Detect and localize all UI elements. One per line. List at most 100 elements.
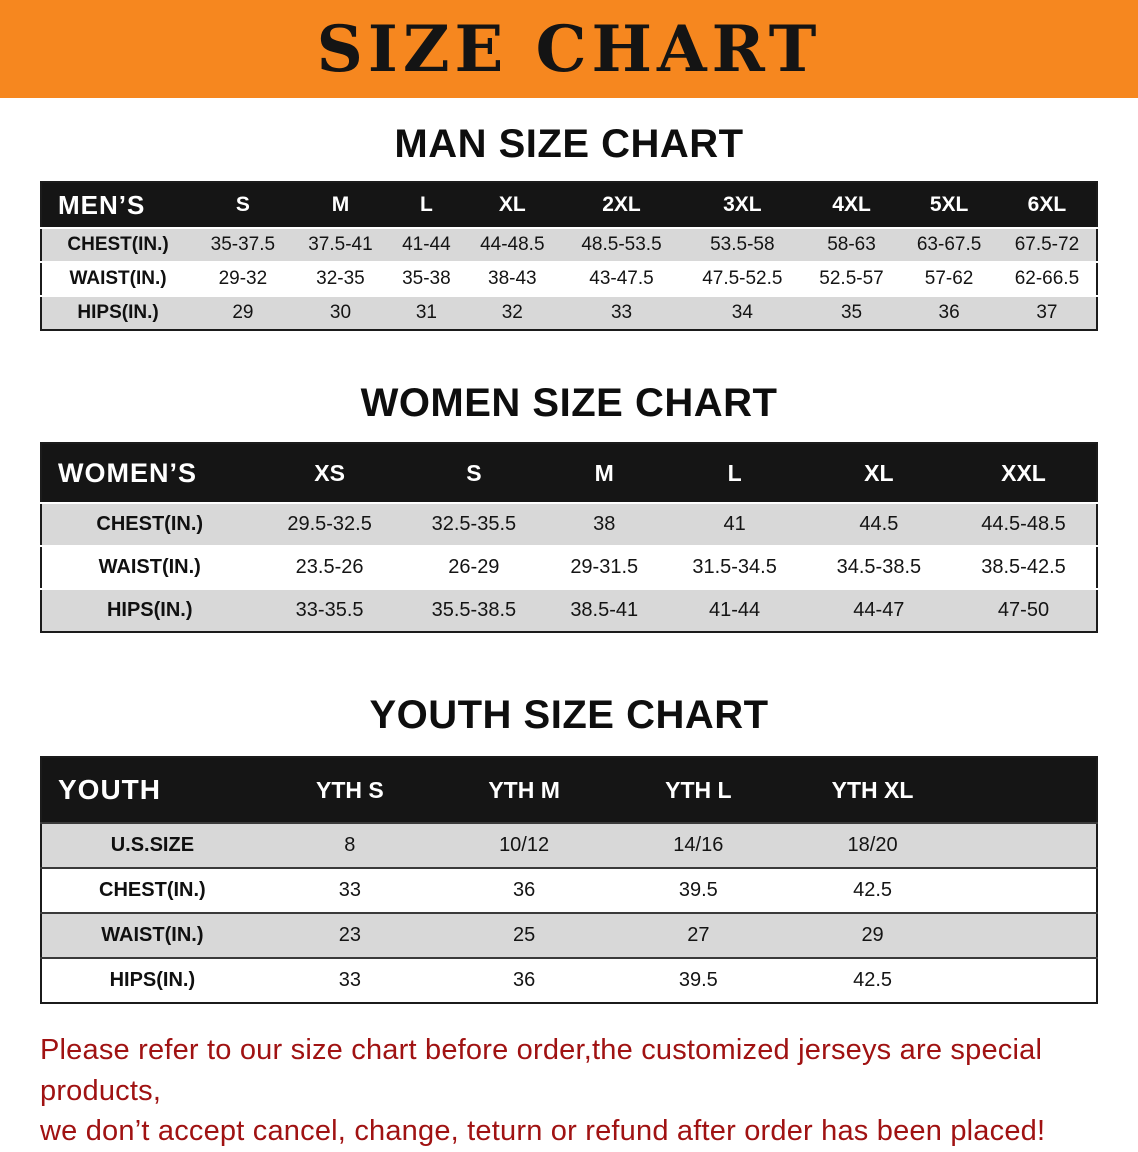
- size-value-cell: 18/20: [847, 834, 898, 856]
- column-header: XL: [806, 443, 951, 503]
- women-size-section: WOMEN SIZE CHART WOMEN’S XS S M L XL XXL CHEST(…: [0, 381, 1138, 633]
- size-value-cell: 10/12: [499, 834, 550, 856]
- table-row: HIPS(IN.) 29 30 31 32 33 34 35 36 37: [41, 296, 1097, 330]
- size-value-cell: 57-62: [924, 268, 974, 289]
- size-value-cell: 31.5-34.5: [692, 556, 777, 578]
- size-value-cell: 42.5: [853, 969, 893, 991]
- men-section-heading: MAN SIZE CHART: [394, 122, 744, 166]
- filler-cell: [960, 913, 1097, 958]
- size-value-cell: 39.5: [678, 879, 718, 901]
- size-value-cell: 43-47.5: [589, 268, 654, 289]
- table-row: HIPS(IN.) 33 36 39.5 42.5: [41, 958, 1097, 1003]
- size-value-cell: 52.5-57: [819, 268, 884, 289]
- women-size-table: WOMEN’S XS S M L XL XXL CHEST(IN.) 29.5-32.5 32.5…: [40, 442, 1098, 633]
- size-value-cell: 29-32: [218, 268, 268, 289]
- size-value-cell: 44.5-48.5: [981, 513, 1066, 535]
- table-header-row: MEN’S S M L XL 2XL 3XL 4XL 5XL 6XL: [41, 182, 1097, 228]
- size-value-cell: 29-31.5: [570, 556, 639, 578]
- table-header-row: YOUTH YTH S YTH M YTH L YTH XL: [41, 757, 1097, 823]
- size-value-cell: 33-35.5: [295, 599, 364, 621]
- column-header: M: [546, 443, 663, 503]
- table-corner-label: YOUTH: [41, 757, 263, 823]
- size-value-cell: 44-48.5: [480, 234, 545, 255]
- row-label: HIPS(IN.): [109, 969, 196, 991]
- column-header: L: [662, 443, 807, 503]
- filler-cell: [960, 823, 1097, 868]
- table-corner-label: MEN’S: [41, 182, 195, 228]
- size-value-cell: 33: [610, 302, 633, 323]
- notice-line-2: we don’t accept cancel, change, teturn o…: [40, 1115, 1046, 1148]
- size-value-cell: 25: [512, 924, 536, 946]
- size-value-cell: 44.5: [859, 513, 899, 535]
- size-value-cell: 36: [938, 302, 960, 323]
- row-label: WAIST(IN.): [101, 924, 204, 946]
- table-row: WAIST(IN.) 23 25 27 29: [41, 913, 1097, 958]
- size-value-cell: 67.5-72: [1014, 234, 1080, 255]
- table-corner-label: WOMEN’S: [41, 443, 258, 503]
- size-value-cell: 32-35: [316, 268, 365, 289]
- size-value-cell: 42.5: [853, 879, 893, 901]
- filler-cell: [960, 958, 1097, 1003]
- row-label: CHEST(IN.): [96, 513, 204, 535]
- row-label: WAIST(IN.): [69, 268, 167, 289]
- size-value-cell: 35.5-38.5: [431, 599, 517, 621]
- row-label: WAIST(IN.): [98, 556, 201, 578]
- table-row: CHEST(IN.) 29.5-32.5 32.5-35.5 38 41 44.5 44.5…: [41, 503, 1097, 546]
- size-value-cell: 29.5-32.5: [287, 513, 372, 535]
- column-header: YTH M: [436, 757, 612, 823]
- column-header: L: [389, 182, 464, 228]
- size-value-cell: 62-66.5: [1014, 268, 1080, 289]
- column-header: YTH L: [611, 757, 786, 823]
- size-value-cell: 32.5-35.5: [431, 513, 517, 535]
- size-value-cell: 44-47: [853, 599, 905, 621]
- filler-cell: [959, 757, 1097, 823]
- column-header: XL: [463, 182, 562, 228]
- youth-size-table: YOUTH YTH S YTH M YTH L YTH XL U.S.SIZE 8 10/12…: [40, 756, 1098, 1004]
- size-value-cell: 35-37.5: [210, 234, 276, 255]
- order-notice: Please refer to our size chart before or…: [40, 1030, 1138, 1152]
- size-value-cell: 8: [344, 834, 356, 856]
- table-row: HIPS(IN.) 33-35.5 35.5-38.5 38.5-41 41-44 44-…: [41, 589, 1097, 632]
- notice-line-1: Please refer to our size chart before or…: [40, 1034, 1043, 1107]
- size-value-cell: 14/16: [673, 834, 724, 856]
- column-header: YTH S: [262, 757, 437, 823]
- size-value-cell: 36: [512, 969, 536, 991]
- size-value-cell: 23: [338, 924, 361, 946]
- size-value-cell: 38.5-42.5: [981, 556, 1066, 578]
- column-header: S: [401, 443, 546, 503]
- table-row: WAIST(IN.) 29-32 32-35 35-38 38-43 43-47.5 47.…: [41, 262, 1097, 296]
- women-section-heading: WOMEN SIZE CHART: [360, 381, 778, 425]
- size-value-cell: 30: [329, 302, 352, 323]
- size-value-cell: 41-44: [402, 234, 451, 255]
- size-value-cell: 34: [731, 302, 753, 323]
- row-label: HIPS(IN.): [106, 599, 193, 621]
- size-value-cell: 41: [723, 513, 746, 535]
- size-chart-banner: SIZE CHART: [0, 0, 1138, 98]
- size-value-cell: 39.5: [678, 969, 718, 991]
- size-value-cell: 26-29: [448, 556, 500, 578]
- row-label: CHEST(IN.): [99, 879, 206, 901]
- size-value-cell: 63-67.5: [916, 234, 982, 255]
- row-label: CHEST(IN.): [67, 234, 169, 255]
- column-header: M: [291, 182, 390, 228]
- size-value-cell: 58-63: [827, 234, 876, 255]
- column-header: 2XL: [561, 182, 682, 228]
- size-value-cell: 53.5-58: [710, 234, 775, 255]
- size-value-cell: 35: [840, 302, 863, 323]
- size-value-cell: 23.5-26: [295, 556, 364, 578]
- filler-cell: [960, 868, 1097, 913]
- size-value-cell: 36: [512, 879, 536, 901]
- size-value-cell: 35-38: [402, 268, 451, 289]
- row-label: HIPS(IN.): [77, 302, 159, 323]
- size-value-cell: 32: [501, 302, 523, 323]
- men-size-section: MAN SIZE CHART MEN’S S M L XL 2XL 3XL 4XL 5XL 6XL…: [0, 122, 1138, 331]
- size-value-cell: 38-43: [488, 268, 537, 289]
- size-value-cell: 37: [1036, 302, 1058, 323]
- size-value-cell: 33: [338, 969, 361, 991]
- size-value-cell: 29: [861, 924, 884, 946]
- youth-section-heading: YOUTH SIZE CHART: [369, 693, 769, 737]
- size-value-cell: 37.5-41: [308, 234, 373, 255]
- column-header: 4XL: [802, 182, 901, 228]
- table-row: CHEST(IN.) 35-37.5 37.5-41 41-44 44-48.5 48.5…: [41, 228, 1097, 262]
- table-header-row: WOMEN’S XS S M L XL XXL: [41, 443, 1097, 503]
